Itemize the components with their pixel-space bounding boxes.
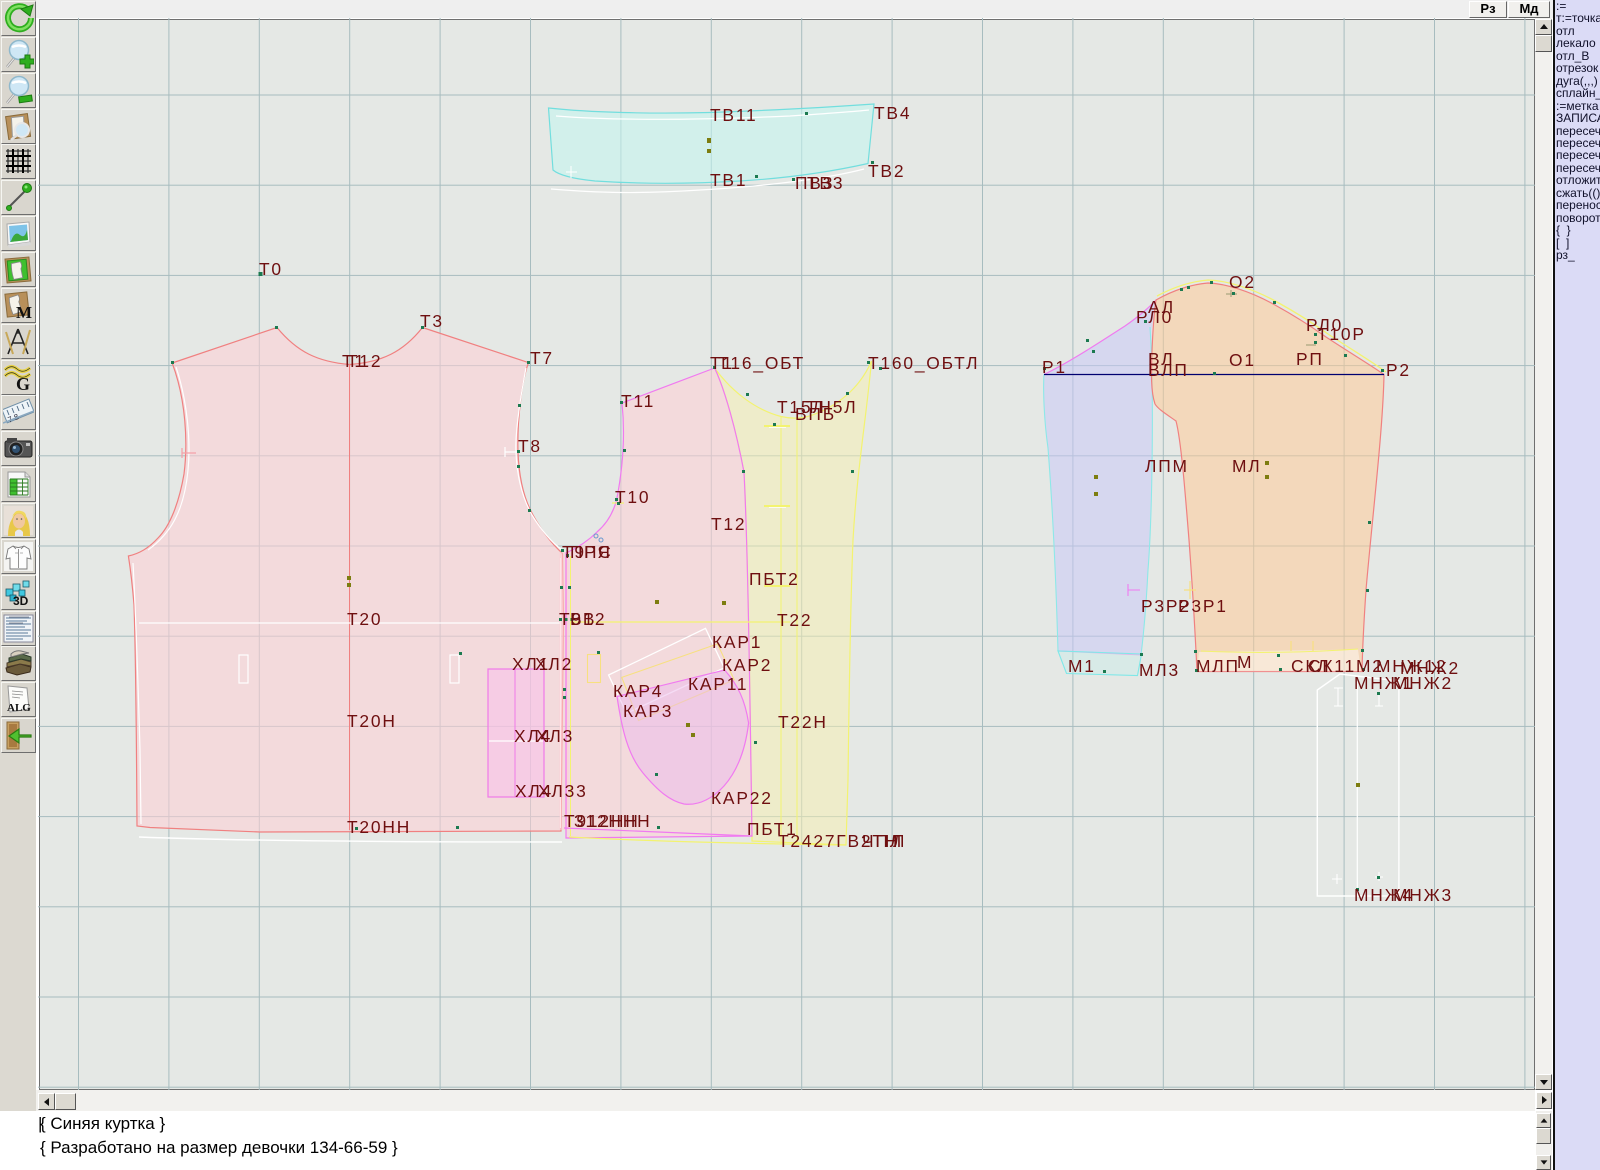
svg-text:Т1: Т1	[342, 351, 366, 371]
svg-text:ЧПЛ: ЧПЛ	[862, 831, 903, 851]
svg-text:3D: 3D	[13, 594, 29, 608]
svg-text:Т1: Т1	[710, 353, 734, 373]
svg-text:Т912НН: Т912НН	[564, 811, 640, 831]
svg-text:Р3Р1: Р3Р1	[1178, 596, 1228, 616]
svg-text:ТН5Л: ТН5Л	[806, 397, 857, 417]
svg-text:Т16_ОБТ: Т16_ОБТ	[718, 353, 805, 373]
svg-text:Р2: Р2	[1386, 360, 1411, 380]
svg-text:Т20: Т20	[347, 609, 382, 629]
svg-text:В12: В12	[570, 609, 606, 629]
svg-text:СКЛ: СКЛ	[1291, 656, 1331, 676]
svg-text:КАР1: КАР1	[712, 632, 762, 652]
svg-text:МЛ3: МЛ3	[1139, 660, 1180, 680]
svg-text:Т0: Т0	[259, 259, 283, 279]
svg-text:МЛ: МЛ	[1232, 456, 1262, 476]
svg-text:ПРЯ: ПРЯ	[570, 542, 612, 562]
svg-text:Т10: Т10	[615, 487, 650, 507]
svg-text:ТВ3: ТВ3	[807, 173, 844, 193]
svg-text:Т9: Т9	[562, 542, 586, 562]
svg-text:Т2427ГВ2ТН: Т2427ГВ2ТН	[778, 831, 899, 851]
svg-text:КАР11: КАР11	[688, 674, 748, 694]
svg-text:ТВ11: ТВ11	[710, 105, 757, 125]
svg-text:Т3: Т3	[420, 311, 444, 331]
svg-text:Р3Р2: Р3Р2	[1141, 596, 1191, 616]
svg-text:МЛП: МЛП	[1196, 656, 1240, 676]
svg-text:Т20НН: Т20НН	[347, 817, 411, 837]
svg-text:Т22Н: Т22Н	[778, 712, 828, 732]
svg-text:Т7: Т7	[530, 348, 554, 368]
svg-text:МНЖ2: МНЖ2	[1393, 673, 1453, 693]
svg-text:ТВ1: ТВ1	[710, 170, 747, 190]
svg-text:МНЖ12: МНЖ12	[1376, 656, 1447, 676]
svg-text:ПБТ1: ПБТ1	[747, 819, 798, 839]
svg-text:Т10Р: Т10Р	[1317, 324, 1366, 344]
svg-text:ALG: ALG	[7, 702, 31, 714]
svg-text:ХЛ4: ХЛ4	[515, 781, 553, 801]
svg-text:М1: М1	[1068, 656, 1096, 676]
svg-text:ВПБ: ВПБ	[795, 404, 836, 424]
svg-text:ХЛ1: ХЛ1	[512, 654, 550, 674]
svg-text:ВЛП: ВЛП	[1148, 360, 1189, 380]
svg-text:СК11М2: СК11М2	[1308, 656, 1384, 676]
svg-text:ПВ3: ПВ3	[795, 173, 834, 193]
svg-text:ПБТ2: ПБТ2	[749, 569, 800, 589]
svg-text:Р1: Р1	[1042, 357, 1067, 377]
svg-text:Т8: Т8	[518, 436, 542, 456]
svg-text:МНЖ1: МНЖ1	[1354, 673, 1414, 693]
svg-text:ТВ4: ТВ4	[874, 103, 911, 123]
svg-text:Т20Н: Т20Н	[347, 711, 397, 731]
svg-text:ТВ2: ТВ2	[868, 161, 905, 181]
svg-text:О1: О1	[1229, 350, 1256, 370]
svg-text:Т12: Т12	[347, 351, 382, 371]
svg-text:G: G	[16, 374, 30, 393]
svg-text:Т15Л: Т15Л	[777, 397, 826, 417]
svg-text:РП: РП	[1296, 349, 1324, 369]
svg-text:ХЛ4: ХЛ4	[514, 726, 552, 746]
svg-text:МНЖ3: МНЖ3	[1393, 885, 1453, 905]
svg-text:ХЛ33: ХЛ33	[538, 781, 588, 801]
svg-text:ХЛ2: ХЛ2	[535, 654, 573, 674]
svg-text:Т11: Т11	[621, 391, 655, 411]
svg-text:РЛ0: РЛ0	[1136, 307, 1173, 327]
svg-text:АЛ: АЛ	[1148, 297, 1175, 317]
svg-text:О2: О2	[1229, 272, 1256, 292]
svg-text:M: M	[16, 303, 32, 321]
svg-text:МНЖ2: МНЖ2	[1400, 658, 1460, 678]
svg-text:КАР22: КАР22	[711, 788, 773, 808]
svg-text:КАР2: КАР2	[722, 655, 772, 675]
svg-text:КАР4: КАР4	[613, 681, 663, 701]
svg-text:Т9В: Т9В	[559, 609, 596, 629]
svg-text:МНЖ4: МНЖ4	[1354, 885, 1414, 905]
svg-text:М: М	[1237, 652, 1253, 672]
svg-text:Т160_ОБТЛ: Т160_ОБТЛ	[868, 353, 979, 373]
svg-text:312ННН: 312ННН	[574, 811, 652, 831]
svg-text:РЛ0: РЛ0	[1306, 315, 1343, 335]
svg-text:Л: Л	[893, 831, 906, 851]
svg-text:ЛПМ: ЛПМ	[1145, 456, 1189, 476]
svg-text:Т22: Т22	[777, 610, 812, 630]
svg-text:Т12: Т12	[711, 514, 746, 534]
svg-text:ПС: ПС	[584, 542, 613, 562]
svg-text:ВЛ: ВЛ	[1148, 349, 1174, 369]
svg-text:ХЛ3: ХЛ3	[536, 726, 574, 746]
svg-text:КАР3: КАР3	[623, 701, 673, 721]
